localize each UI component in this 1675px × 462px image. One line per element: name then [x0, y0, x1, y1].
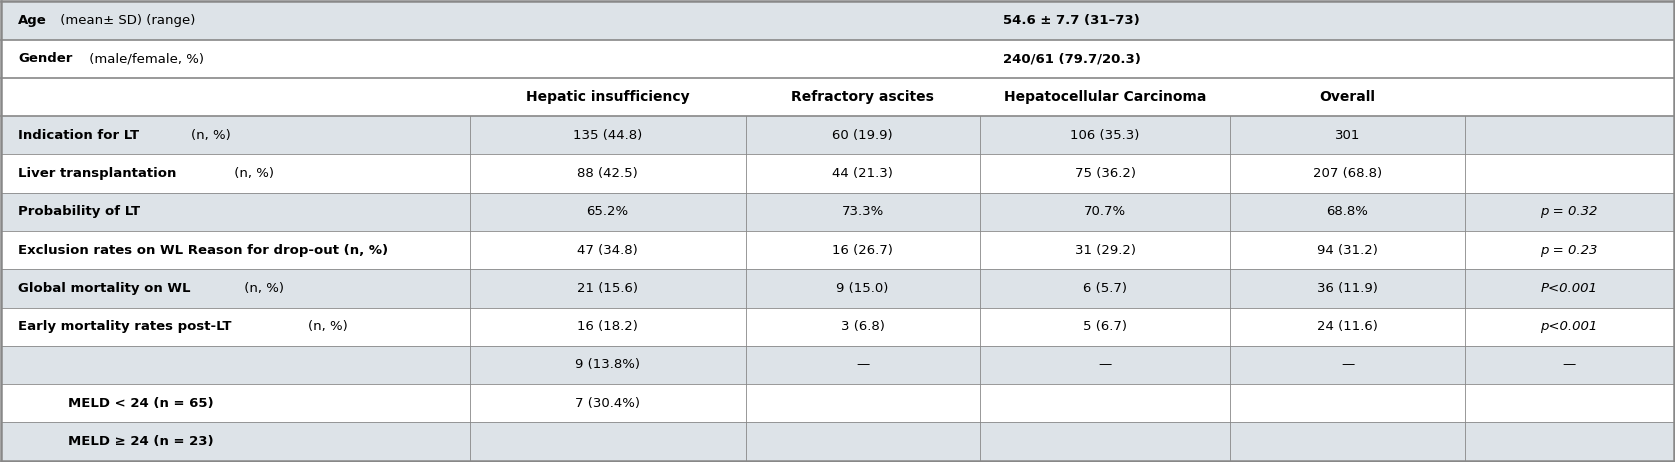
Text: (n, %): (n, %): [308, 320, 347, 333]
Text: p = 0.32: p = 0.32: [1541, 206, 1598, 219]
Text: Global mortality on WL: Global mortality on WL: [18, 282, 191, 295]
Text: 36 (11.9): 36 (11.9): [1317, 282, 1379, 295]
Bar: [2, 308, 1673, 346]
Text: 44 (21.3): 44 (21.3): [832, 167, 893, 180]
Text: 5 (6.7): 5 (6.7): [1084, 320, 1127, 333]
Text: 9 (15.0): 9 (15.0): [836, 282, 889, 295]
Text: Liver transplantation: Liver transplantation: [18, 167, 176, 180]
Text: 301: 301: [1335, 129, 1360, 142]
Text: Early mortality rates post-LT: Early mortality rates post-LT: [18, 320, 231, 333]
Text: Overall: Overall: [1320, 90, 1375, 104]
Bar: [2, 116, 1673, 154]
Text: 70.7%: 70.7%: [1084, 206, 1126, 219]
Bar: [2, 384, 1673, 422]
Text: (male/female, %): (male/female, %): [85, 52, 204, 65]
Text: P<0.001: P<0.001: [1541, 282, 1598, 295]
Text: 207 (68.8): 207 (68.8): [1313, 167, 1382, 180]
Text: Exclusion rates on WL Reason for drop-out (n, %): Exclusion rates on WL Reason for drop-ou…: [18, 243, 389, 256]
Text: 16 (26.7): 16 (26.7): [832, 243, 893, 256]
Text: 68.8%: 68.8%: [1327, 206, 1368, 219]
Bar: [2, 346, 1673, 384]
Text: 24 (11.6): 24 (11.6): [1317, 320, 1379, 333]
Text: 106 (35.3): 106 (35.3): [1070, 129, 1139, 142]
Text: p = 0.23: p = 0.23: [1541, 243, 1598, 256]
Text: 88 (42.5): 88 (42.5): [578, 167, 638, 180]
Bar: [2, 269, 1673, 308]
Text: 94 (31.2): 94 (31.2): [1317, 243, 1379, 256]
Text: —: —: [1342, 359, 1353, 371]
Text: 3 (6.8): 3 (6.8): [841, 320, 884, 333]
Text: 60 (19.9): 60 (19.9): [832, 129, 893, 142]
Text: (mean± SD) (range): (mean± SD) (range): [55, 14, 194, 27]
Text: —: —: [1563, 359, 1576, 371]
Bar: [2, 40, 1673, 78]
Text: 54.6 ± 7.7 (31–73): 54.6 ± 7.7 (31–73): [1003, 14, 1141, 27]
Text: —: —: [856, 359, 869, 371]
Text: MELD < 24 (n = 65): MELD < 24 (n = 65): [69, 397, 214, 410]
Text: 75 (36.2): 75 (36.2): [1075, 167, 1136, 180]
Text: Indication for LT: Indication for LT: [18, 129, 139, 142]
Text: Hepatic insufficiency: Hepatic insufficiency: [526, 90, 690, 104]
Text: 31 (29.2): 31 (29.2): [1075, 243, 1136, 256]
Bar: [2, 78, 1673, 116]
Text: MELD ≥ 24 (n = 23): MELD ≥ 24 (n = 23): [69, 435, 214, 448]
Bar: [2, 154, 1673, 193]
Text: Age: Age: [18, 14, 47, 27]
Text: 47 (34.8): 47 (34.8): [578, 243, 638, 256]
Text: Probability of LT: Probability of LT: [18, 206, 141, 219]
Text: 240/61 (79.7/20.3): 240/61 (79.7/20.3): [1003, 52, 1141, 65]
Bar: [2, 422, 1673, 461]
Text: 21 (15.6): 21 (15.6): [578, 282, 638, 295]
Text: —: —: [1099, 359, 1112, 371]
Text: 6 (5.7): 6 (5.7): [1084, 282, 1127, 295]
Text: 65.2%: 65.2%: [586, 206, 628, 219]
Text: Gender: Gender: [18, 52, 72, 65]
Text: 135 (44.8): 135 (44.8): [573, 129, 642, 142]
Text: 9 (13.8%): 9 (13.8%): [575, 359, 640, 371]
Text: 7 (30.4%): 7 (30.4%): [575, 397, 640, 410]
Bar: [2, 231, 1673, 269]
Text: p<0.001: p<0.001: [1541, 320, 1598, 333]
Text: 16 (18.2): 16 (18.2): [578, 320, 638, 333]
Text: Refractory ascites: Refractory ascites: [791, 90, 935, 104]
Text: (n, %): (n, %): [240, 282, 283, 295]
Bar: [2, 193, 1673, 231]
Text: (n, %): (n, %): [191, 129, 231, 142]
Text: Hepatocellular Carcinoma: Hepatocellular Carcinoma: [1003, 90, 1206, 104]
Bar: [2, 1, 1673, 40]
Text: 73.3%: 73.3%: [841, 206, 884, 219]
Text: (n, %): (n, %): [229, 167, 275, 180]
